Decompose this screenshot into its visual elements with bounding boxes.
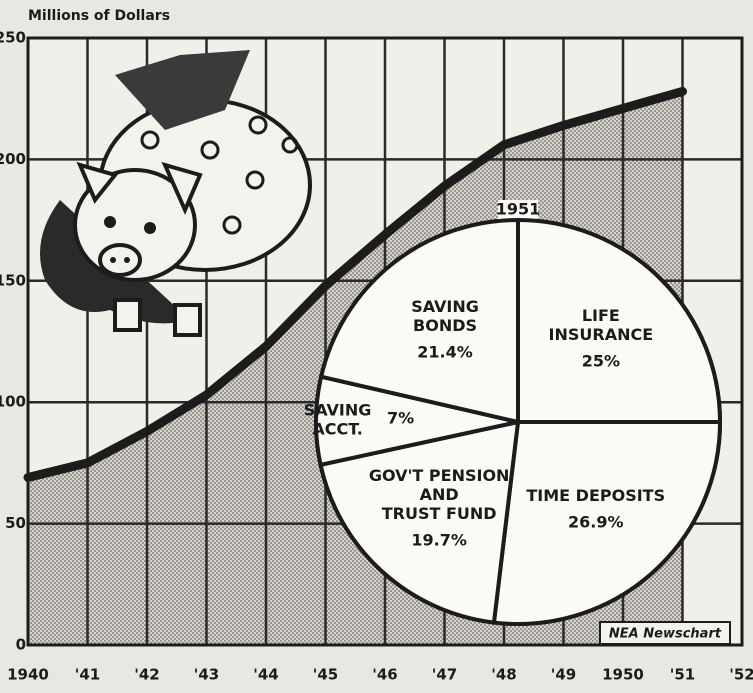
slice-label: GOV'T PENSION (369, 466, 510, 485)
y-tick-label: 250 (0, 29, 26, 47)
slice-label: TRUST FUND (382, 504, 497, 523)
slice-value-label: 25% (582, 351, 620, 370)
y-tick-label: 200 (0, 150, 26, 168)
slice-label: AND (420, 485, 459, 504)
x-tick-label: '44 (253, 666, 278, 684)
x-tick-label: 1950 (602, 666, 644, 684)
x-tick-label: '49 (551, 666, 576, 684)
slice-label: BONDS (413, 316, 477, 335)
y-tick-label: 50 (5, 514, 26, 532)
y-tick-label: 0 (16, 636, 26, 654)
x-tick-label: '52 (729, 666, 753, 684)
x-tick-label: '45 (313, 666, 338, 684)
x-tick-label: 1940 (7, 666, 49, 684)
slice-value-label: 26.9% (568, 512, 624, 531)
y-tick-label: 100 (0, 393, 26, 411)
x-tick-label: '47 (432, 666, 457, 684)
slice-label: SAVING (304, 401, 372, 420)
x-tick-label: '41 (75, 666, 100, 684)
slice-label: LIFE (582, 306, 620, 325)
x-tick-label: '48 (491, 666, 516, 684)
page: {"chart_data": [ {"type": "area", "y_lab… (0, 0, 753, 689)
slice-label: INSURANCE (549, 325, 654, 344)
slice-value-label: 19.7% (411, 530, 467, 549)
slice-label: ACCT. (312, 420, 362, 439)
x-tick-label: '42 (134, 666, 159, 684)
chart: Millions of Dollars 0 50 100 150 200 250 1940 '… (0, 0, 753, 689)
slice-label: SAVING (411, 297, 479, 316)
pie-title: 1951 (496, 200, 541, 219)
slice-label: TIME DEPOSITS (526, 486, 665, 505)
x-tick-label: '43 (194, 666, 219, 684)
y-tick-label: 150 (0, 271, 26, 289)
x-tick-label: '46 (372, 666, 397, 684)
y-axis-title: Millions of Dollars (28, 8, 170, 24)
slice-value-label: 7% (387, 409, 414, 428)
slice-value-label: 21.4% (417, 343, 473, 362)
x-tick-label: '51 (670, 666, 695, 684)
credit: NEA Newschart (609, 627, 722, 642)
